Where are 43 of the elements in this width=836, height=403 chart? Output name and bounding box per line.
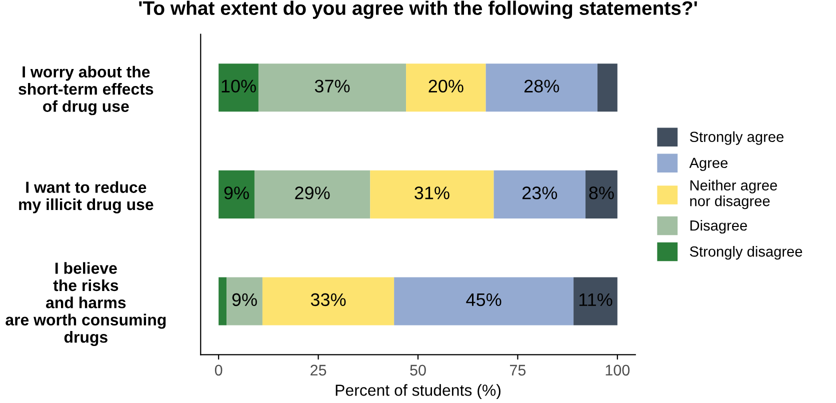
bar bbox=[370, 170, 494, 218]
y-tick-label: I believe the risks and harms are worth consuming drugs bbox=[6, 262, 166, 346]
data-label: 10% bbox=[222, 80, 256, 92]
x-tick-label: 100 bbox=[606, 364, 630, 376]
legend-label: Strongly agree bbox=[690, 131, 784, 145]
bar bbox=[218, 64, 258, 112]
data-label: 37% bbox=[314, 80, 350, 92]
data-label: 20% bbox=[428, 80, 464, 92]
x-axis-title: Percent of students (%) bbox=[336, 384, 500, 400]
bar bbox=[258, 64, 406, 112]
bar bbox=[597, 64, 618, 112]
data-label: 8% bbox=[589, 186, 614, 200]
x-tick-label: 0 bbox=[214, 364, 222, 376]
data-label: 9% bbox=[224, 186, 249, 200]
data-label: 45% bbox=[466, 293, 502, 306]
x-tick-label: 75 bbox=[510, 364, 526, 376]
x-tick-label: 25 bbox=[310, 364, 326, 376]
legend-label: Strongly disagree bbox=[690, 246, 802, 260]
bar bbox=[226, 277, 262, 326]
chart-title: 'To what extent do you agree with the following statements?' bbox=[139, 0, 697, 19]
bar bbox=[574, 277, 618, 326]
bar bbox=[218, 170, 254, 218]
data-label: 9% bbox=[232, 293, 257, 306]
legend-label: Disagree bbox=[690, 220, 747, 234]
y-tick-label: I want to reduce my illicit drug use bbox=[19, 181, 154, 214]
bar bbox=[586, 170, 618, 218]
legend-label: Neither agree nor disagree bbox=[690, 180, 777, 210]
bar bbox=[406, 64, 486, 112]
data-label: 28% bbox=[524, 80, 560, 92]
y-tick-label: I worry about the short-term effects of drug use bbox=[18, 66, 154, 116]
bar bbox=[254, 170, 370, 218]
bar bbox=[394, 277, 574, 326]
bar bbox=[262, 277, 394, 326]
data-label: 33% bbox=[310, 293, 346, 306]
legend-label: Agree bbox=[689, 158, 728, 171]
x-tick-label: 50 bbox=[410, 364, 426, 376]
data-label: 23% bbox=[522, 186, 558, 200]
data-label: 29% bbox=[295, 186, 330, 200]
bar bbox=[494, 170, 586, 218]
bar bbox=[218, 277, 227, 326]
data-label: 11% bbox=[579, 293, 612, 306]
data-label: 31% bbox=[414, 186, 450, 200]
bar bbox=[486, 64, 598, 112]
